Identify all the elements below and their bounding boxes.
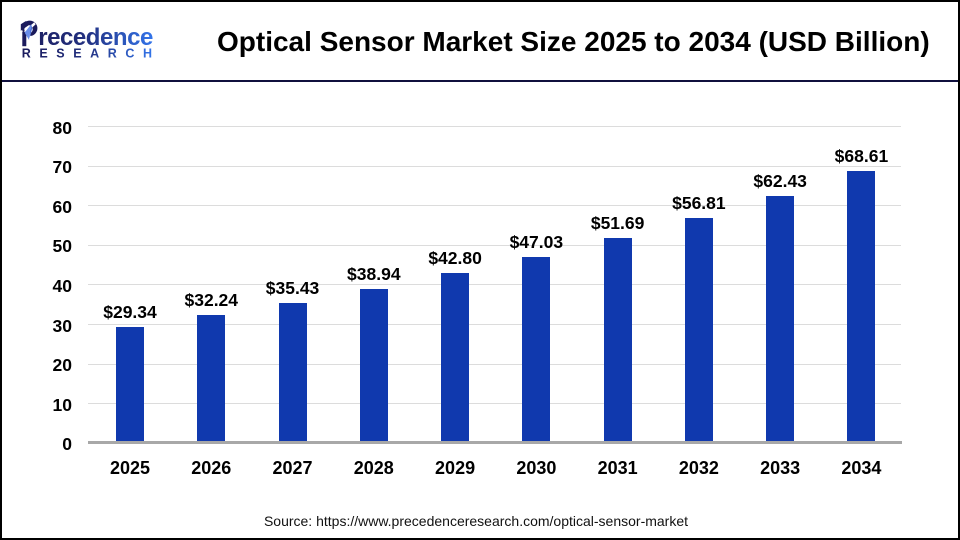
svg-text:recedence: recedence [38, 24, 153, 51]
svg-text:RESEARCH: RESEARCH [22, 47, 161, 61]
